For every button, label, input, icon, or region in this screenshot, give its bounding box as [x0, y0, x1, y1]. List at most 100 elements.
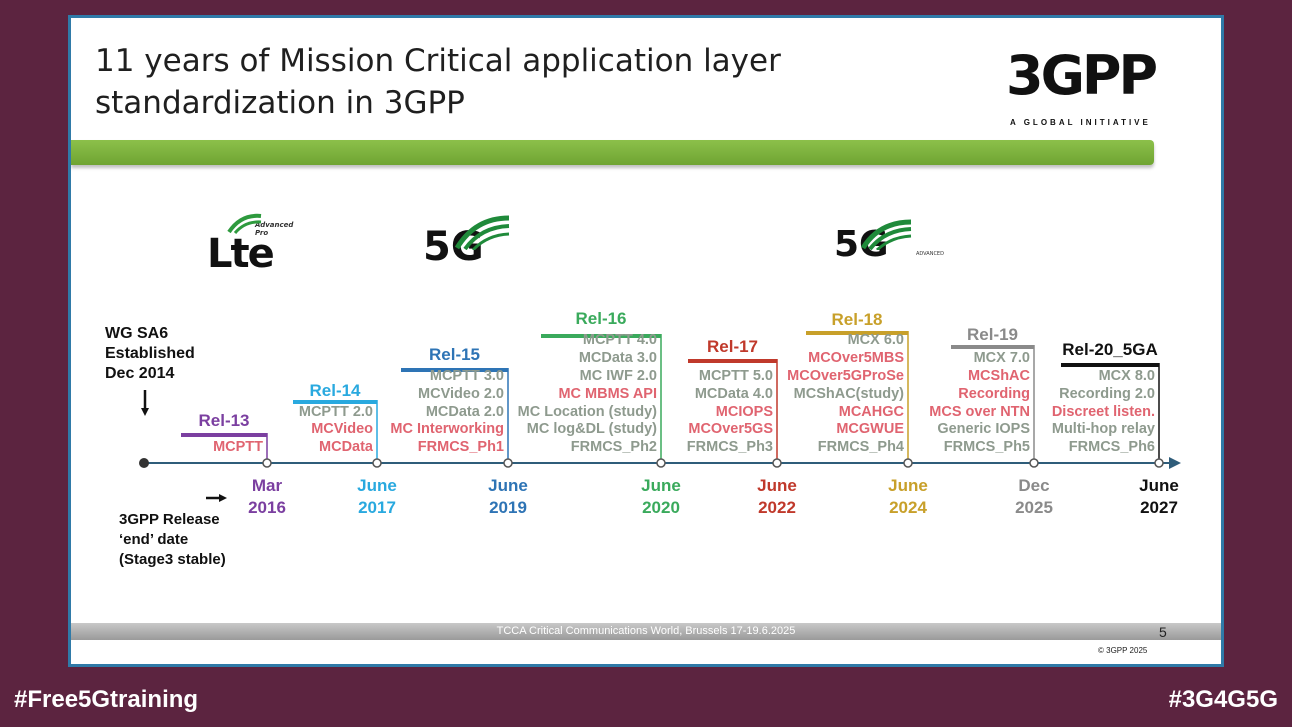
feature-item: MCOver5GS	[688, 421, 773, 438]
lte-logo-sub: Advanced Pro	[255, 221, 294, 237]
date-year: 2016	[248, 498, 286, 517]
rel-19-end-date: Dec 2025	[994, 475, 1074, 519]
feature-item: MCGWUE	[836, 421, 904, 438]
rel-14-end-date: June 2017	[337, 475, 417, 519]
feature-item: MCPTT 4.0	[582, 332, 657, 349]
rel-19-milestone	[1029, 458, 1039, 468]
rel-18-features: MCX 6.0 MCOver5MBS MCOver5GProSe MCShAC(stu…	[787, 332, 904, 457]
sa6-established-label: WG SA6 Established Dec 2014	[105, 324, 195, 384]
3gpp-logo: 3GPP A GLOBAL INITIATIVE	[1006, 44, 1158, 134]
note-line-3: (Stage3 stable)	[119, 551, 226, 568]
feature-item: MCPTT 2.0	[298, 403, 373, 420]
rel-17-milestone	[772, 458, 782, 468]
feature-item: MCData 4.0	[694, 385, 773, 402]
feature-item: MCX 6.0	[847, 332, 904, 349]
title-line-1: 11 years of Mission Critical application…	[95, 43, 781, 79]
feature-item: Recording 2.0	[1059, 385, 1155, 402]
rel-14-label: Rel-14	[309, 381, 361, 400]
feature-item: MC MBMS API	[558, 385, 657, 402]
sa6-arrow-head	[141, 408, 149, 416]
date-month: June	[641, 476, 681, 495]
feature-item: MCShAC(study)	[793, 385, 904, 402]
feature-item: FRMCS_Ph4	[817, 439, 904, 456]
lte-logo-text: Lte	[207, 231, 275, 277]
5g-advanced-logo-sub: ADVANCED	[916, 251, 944, 257]
lte-swoosh-icon	[227, 213, 262, 234]
rel-13-end-date: Mar 2016	[227, 475, 307, 519]
rel-15-label: Rel-15	[428, 345, 481, 364]
feature-item: FRMCS_Ph6	[1068, 439, 1155, 456]
feature-item: MCShAC	[967, 367, 1030, 384]
rel-13-milestone	[262, 458, 272, 468]
page-number: 5	[1159, 624, 1167, 640]
feature-item: MC IWF 2.0	[579, 367, 657, 384]
feature-item: MCPTT 5.0	[698, 368, 773, 384]
hashtag-right: #3G4G5G	[1168, 686, 1278, 713]
rel-14-milestone	[372, 458, 382, 468]
rel-17-features: MCPTT 5.0 MCData 4.0 MCIOPS MCOver5GS FRMCS_…	[687, 368, 773, 457]
rel-14-features: MCPTT 2.0 MCVideo MCData	[299, 404, 373, 457]
note-line-1: 3GPP Release	[119, 511, 220, 528]
hashtag-left: #Free5Gtraining	[14, 686, 199, 713]
rel-19-label: Rel-19	[966, 325, 1019, 344]
feature-item: MCVideo	[311, 421, 373, 438]
rel-20-5ga-features: MCX 8.0 Recording 2.0 Discreet listen. Mult…	[1052, 368, 1155, 457]
3gpp-logo-tagline: A GLOBAL INITIATIVE	[1010, 118, 1151, 127]
footer-text: TCCA Critical Communications World, Brus…	[496, 625, 796, 637]
timeline-arrowhead	[1169, 457, 1181, 469]
date-year: 2025	[1015, 498, 1053, 517]
feature-item: FRMCS_Ph1	[417, 439, 504, 456]
title-divider-bar	[71, 140, 1154, 165]
feature-item: FRMCS_Ph2	[570, 439, 657, 456]
feature-item: Recording	[958, 385, 1030, 402]
feature-item: MC Location (study)	[517, 403, 657, 420]
date-year: 2020	[642, 498, 680, 517]
rel-13-features: MCPTT	[213, 439, 263, 457]
date-month: June	[757, 476, 797, 495]
rel-20-5ga-end-date: June 2027	[1119, 475, 1199, 519]
feature-item: MCIOPS	[715, 403, 773, 420]
note-line-2: ‘end’ date	[119, 531, 189, 548]
date-year: 2017	[358, 498, 396, 517]
date-year: 2027	[1140, 498, 1178, 517]
footer-bar: TCCA Critical Communications World, Brus…	[71, 623, 1221, 640]
feature-item: MCOver5MBS	[808, 350, 904, 367]
rel-18-milestone	[903, 458, 913, 468]
date-month: June	[357, 476, 397, 495]
date-month: Dec	[1018, 476, 1050, 495]
lte-advanced-pro-logo: Lte Advanced Pro	[207, 221, 293, 277]
feature-item: MCData 3.0	[578, 350, 657, 367]
title-line-2: standardization in 3GPP	[95, 85, 465, 121]
slide: 11 years of Mission Critical application…	[68, 15, 1224, 667]
sa6-line-2: Established	[105, 345, 195, 362]
rel-18-end-date: June 2024	[868, 475, 948, 519]
feature-item: MCX 8.0	[1098, 368, 1155, 384]
sa6-line-3: Dec 2014	[105, 365, 175, 382]
feature-item: MCAHGC	[838, 403, 904, 420]
rel-17-end-date: June 2022	[737, 475, 817, 519]
feature-item: MCPTT 3.0	[429, 368, 504, 384]
date-month: Mar	[251, 476, 283, 495]
sa6-line-1: WG SA6	[105, 325, 169, 342]
rel-15-milestone	[503, 458, 513, 468]
feature-item: FRMCS_Ph3	[686, 439, 773, 456]
date-year: 2024	[889, 498, 927, 517]
rel-18-label: Rel-18	[831, 310, 883, 329]
rel-16-milestone	[656, 458, 666, 468]
feature-item: MCData 2.0	[425, 403, 504, 420]
feature-item: MCS over NTN	[929, 403, 1030, 420]
5g-advanced-swoosh-icon	[861, 219, 912, 250]
rel-19-features: MCX 7.0 MCShAC Recording MCS over NTN Generi…	[929, 350, 1030, 457]
feature-item: FRMCS_Ph5	[943, 439, 1030, 456]
timeline-graphic	[139, 331, 1181, 502]
date-month: June	[888, 476, 928, 495]
date-year: 2019	[489, 498, 527, 517]
feature-item: MCX 7.0	[973, 350, 1030, 367]
release-end-date-note: 3GPP Release ‘end’ date (Stage3 stable)	[119, 510, 226, 570]
date-month: June	[488, 476, 528, 495]
note-arrow-head	[219, 494, 227, 502]
5g-swoosh-icon	[455, 215, 510, 250]
rel-17-label: Rel-17	[706, 337, 759, 356]
date-year: 2022	[758, 498, 796, 517]
rel-16-end-date: June 2020	[621, 475, 701, 519]
